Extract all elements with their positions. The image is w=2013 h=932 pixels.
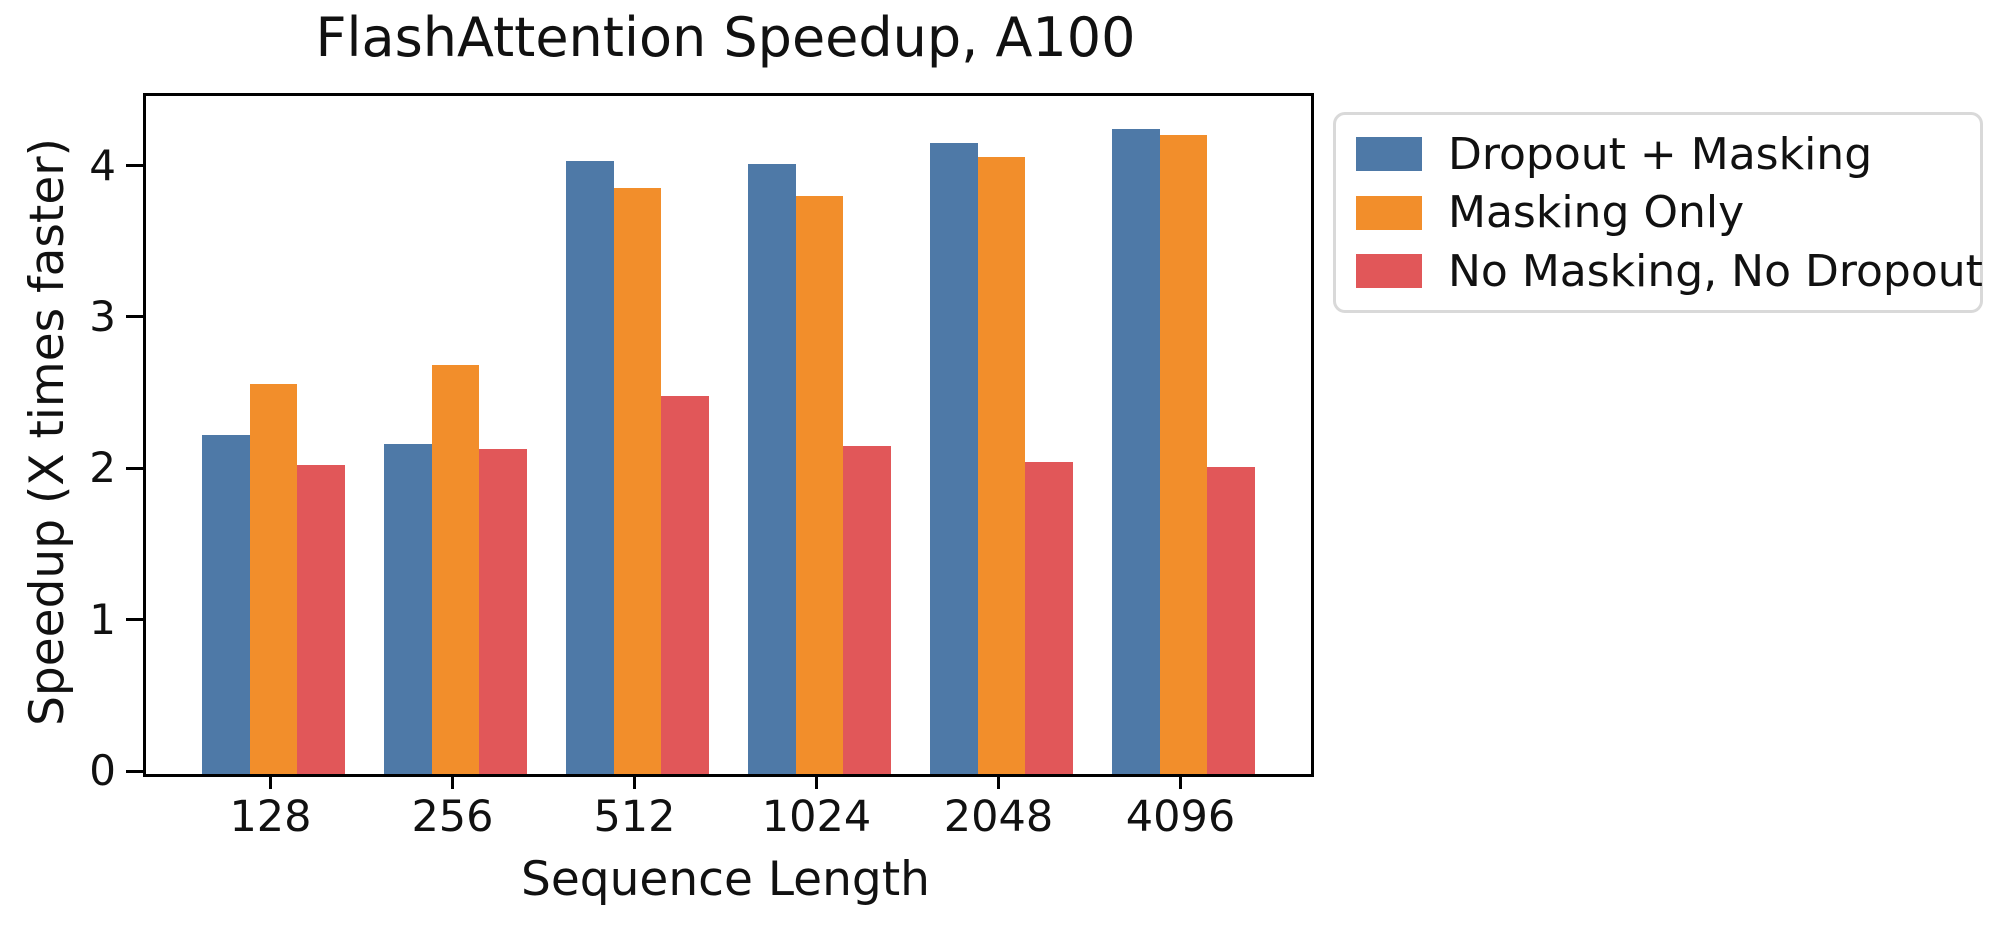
plot-area — [143, 93, 1314, 777]
y-tick-label-4: 4 — [89, 140, 116, 190]
bar-2048-series-2 — [1025, 462, 1073, 774]
y-tick-label-2: 2 — [89, 443, 116, 493]
y-tick-label-1: 1 — [89, 594, 116, 644]
x-tick-label-128: 128 — [229, 792, 312, 842]
legend-swatch-2 — [1356, 254, 1422, 288]
bar-1024-series-0 — [748, 164, 796, 774]
y-tick-mark-0 — [126, 769, 143, 773]
x-tick-label-4096: 4096 — [1125, 792, 1236, 842]
bar-4096-series-2 — [1207, 466, 1255, 774]
legend-label-2: No Masking, No Dropout — [1448, 245, 1983, 297]
bar-2048-series-1 — [977, 156, 1026, 774]
y-tick-mark-2 — [126, 466, 143, 470]
bar-512-series-1 — [613, 188, 662, 774]
x-tick-mark-128 — [269, 774, 272, 789]
x-tick-mark-512 — [633, 774, 636, 789]
bar-128-series-2 — [297, 465, 345, 774]
bar-128-series-0 — [202, 435, 250, 774]
x-tick-mark-256 — [451, 774, 454, 789]
bar-512-series-0 — [566, 161, 614, 774]
y-tick-mark-1 — [126, 618, 143, 622]
x-axis-label: Sequence Length — [521, 852, 930, 907]
legend-swatch-0 — [1356, 137, 1422, 171]
chart-title: FlashAttention Speedup, A100 — [315, 6, 1136, 69]
legend-row-0: Dropout + Masking — [1356, 129, 1960, 180]
bar-1024-series-1 — [795, 195, 844, 774]
bar-512-series-2 — [661, 395, 709, 774]
bar-256-series-2 — [479, 448, 527, 774]
legend-label-1: Masking Only — [1448, 187, 1745, 238]
x-tick-mark-4096 — [1179, 774, 1182, 789]
bar-2048-series-0 — [930, 142, 978, 774]
bar-1024-series-2 — [843, 445, 891, 774]
bar-256-series-1 — [431, 365, 480, 774]
legend-swatch-1 — [1356, 195, 1422, 230]
legend-row-2: No Masking, No Dropout — [1356, 246, 1983, 297]
legend-label-0: Dropout + Masking — [1448, 128, 1873, 180]
bar-4096-series-0 — [1112, 129, 1160, 774]
x-tick-mark-1024 — [815, 774, 818, 789]
bar-128-series-1 — [249, 383, 298, 774]
x-tick-label-1024: 1024 — [761, 792, 872, 842]
y-tick-label-3: 3 — [89, 291, 116, 341]
legend: Dropout + Masking Masking Only No Masking,… — [1333, 112, 1983, 313]
bar-4096-series-1 — [1159, 135, 1208, 774]
x-tick-label-512: 512 — [593, 792, 676, 842]
y-tick-mark-3 — [126, 315, 143, 319]
x-tick-mark-2048 — [997, 774, 1000, 789]
y-tick-label-0: 0 — [89, 746, 116, 795]
legend-row-1: Masking Only — [1356, 187, 1960, 238]
x-tick-label-2048: 2048 — [943, 792, 1054, 842]
y-tick-mark-4 — [126, 164, 143, 168]
x-tick-label-256: 256 — [411, 792, 494, 842]
bar-256-series-0 — [384, 444, 432, 774]
